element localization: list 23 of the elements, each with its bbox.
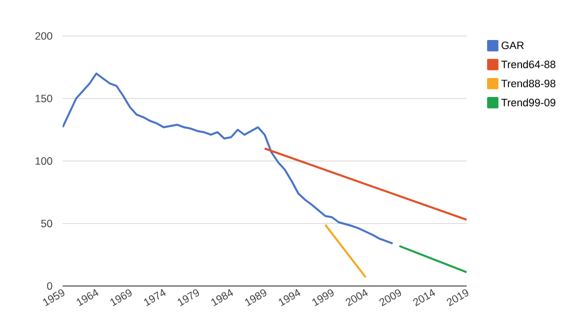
x-tick-label: 1984 (211, 288, 234, 306)
x-tick-label: 1994 (278, 288, 300, 306)
x-tick-label: 2004 (346, 288, 368, 306)
legend-label: GAR (502, 42, 524, 50)
x-tick-label: 2019 (446, 289, 468, 306)
x-tick-label: 1999 (312, 289, 334, 306)
y-tick-label: 0 (47, 282, 52, 290)
y-tick-label: 150 (36, 94, 52, 102)
x-tick-label: 1974 (144, 288, 166, 306)
legend-label: Trend64-88 (501, 60, 556, 68)
x-tick-label: 2009 (379, 289, 401, 306)
x-tick-label: 1989 (245, 289, 266, 306)
line-series (62, 72, 394, 244)
y-tick-label: 50 (41, 220, 52, 228)
x-tick-label: 1964 (76, 288, 98, 306)
legend-label: Trend88-98 (501, 79, 556, 88)
x-tick-label: 1979 (178, 289, 199, 306)
x-tick-label: 2014 (413, 288, 436, 306)
x-tick-label: 1959 (43, 289, 64, 306)
y-tick-label: 100 (36, 157, 52, 165)
x-tick-label: 1969 (110, 289, 132, 306)
legend-label: Trend99-09 (501, 98, 556, 106)
y-tick-label: 200 (35, 32, 52, 40)
